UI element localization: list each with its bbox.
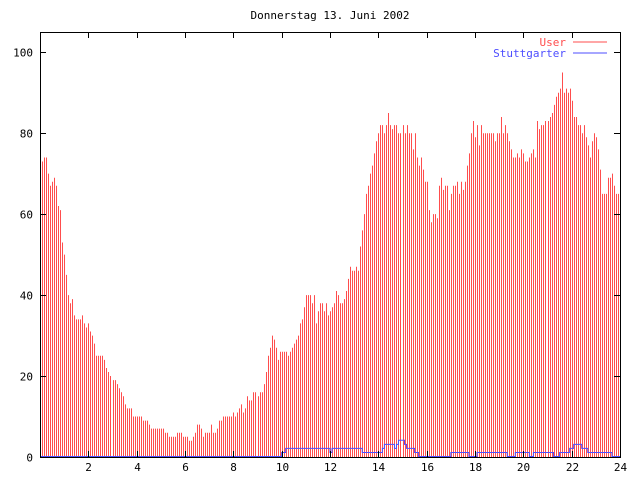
x-tick-label: 14: [372, 461, 386, 474]
stuttgarter-line: [40, 439, 620, 457]
user-impulses: [40, 72, 619, 457]
stuttgarter-steps: [40, 439, 620, 457]
x-tick-label: 16: [421, 461, 434, 474]
y-tick-label: 40: [20, 290, 33, 303]
x-tick-label: 18: [469, 461, 482, 474]
x-tick-label: 6: [182, 461, 189, 474]
y-tick-label: 20: [20, 371, 33, 384]
x-tick-label: 12: [324, 461, 337, 474]
y-tick-label: 60: [20, 209, 33, 222]
legend-label-stuttgarter: Stuttgarter: [493, 47, 566, 60]
chart-title: Donnerstag 13. Juni 2002: [251, 9, 410, 22]
y-tick-label: 80: [20, 128, 33, 141]
x-tick-label: 4: [134, 461, 141, 474]
legend: User Stuttgarter: [493, 36, 607, 60]
x-tick-label: 22: [566, 461, 579, 474]
x-tick-label: 10: [276, 461, 289, 474]
legend-label-user: User: [540, 36, 567, 49]
x-tick-label: 2: [85, 461, 92, 474]
x-tick-label: 20: [517, 461, 530, 474]
y-tick-label: 100: [13, 47, 33, 60]
x-tick-label: 24: [614, 461, 628, 474]
y-tick-label: 0: [26, 452, 33, 465]
x-tick-label: 8: [230, 461, 237, 474]
